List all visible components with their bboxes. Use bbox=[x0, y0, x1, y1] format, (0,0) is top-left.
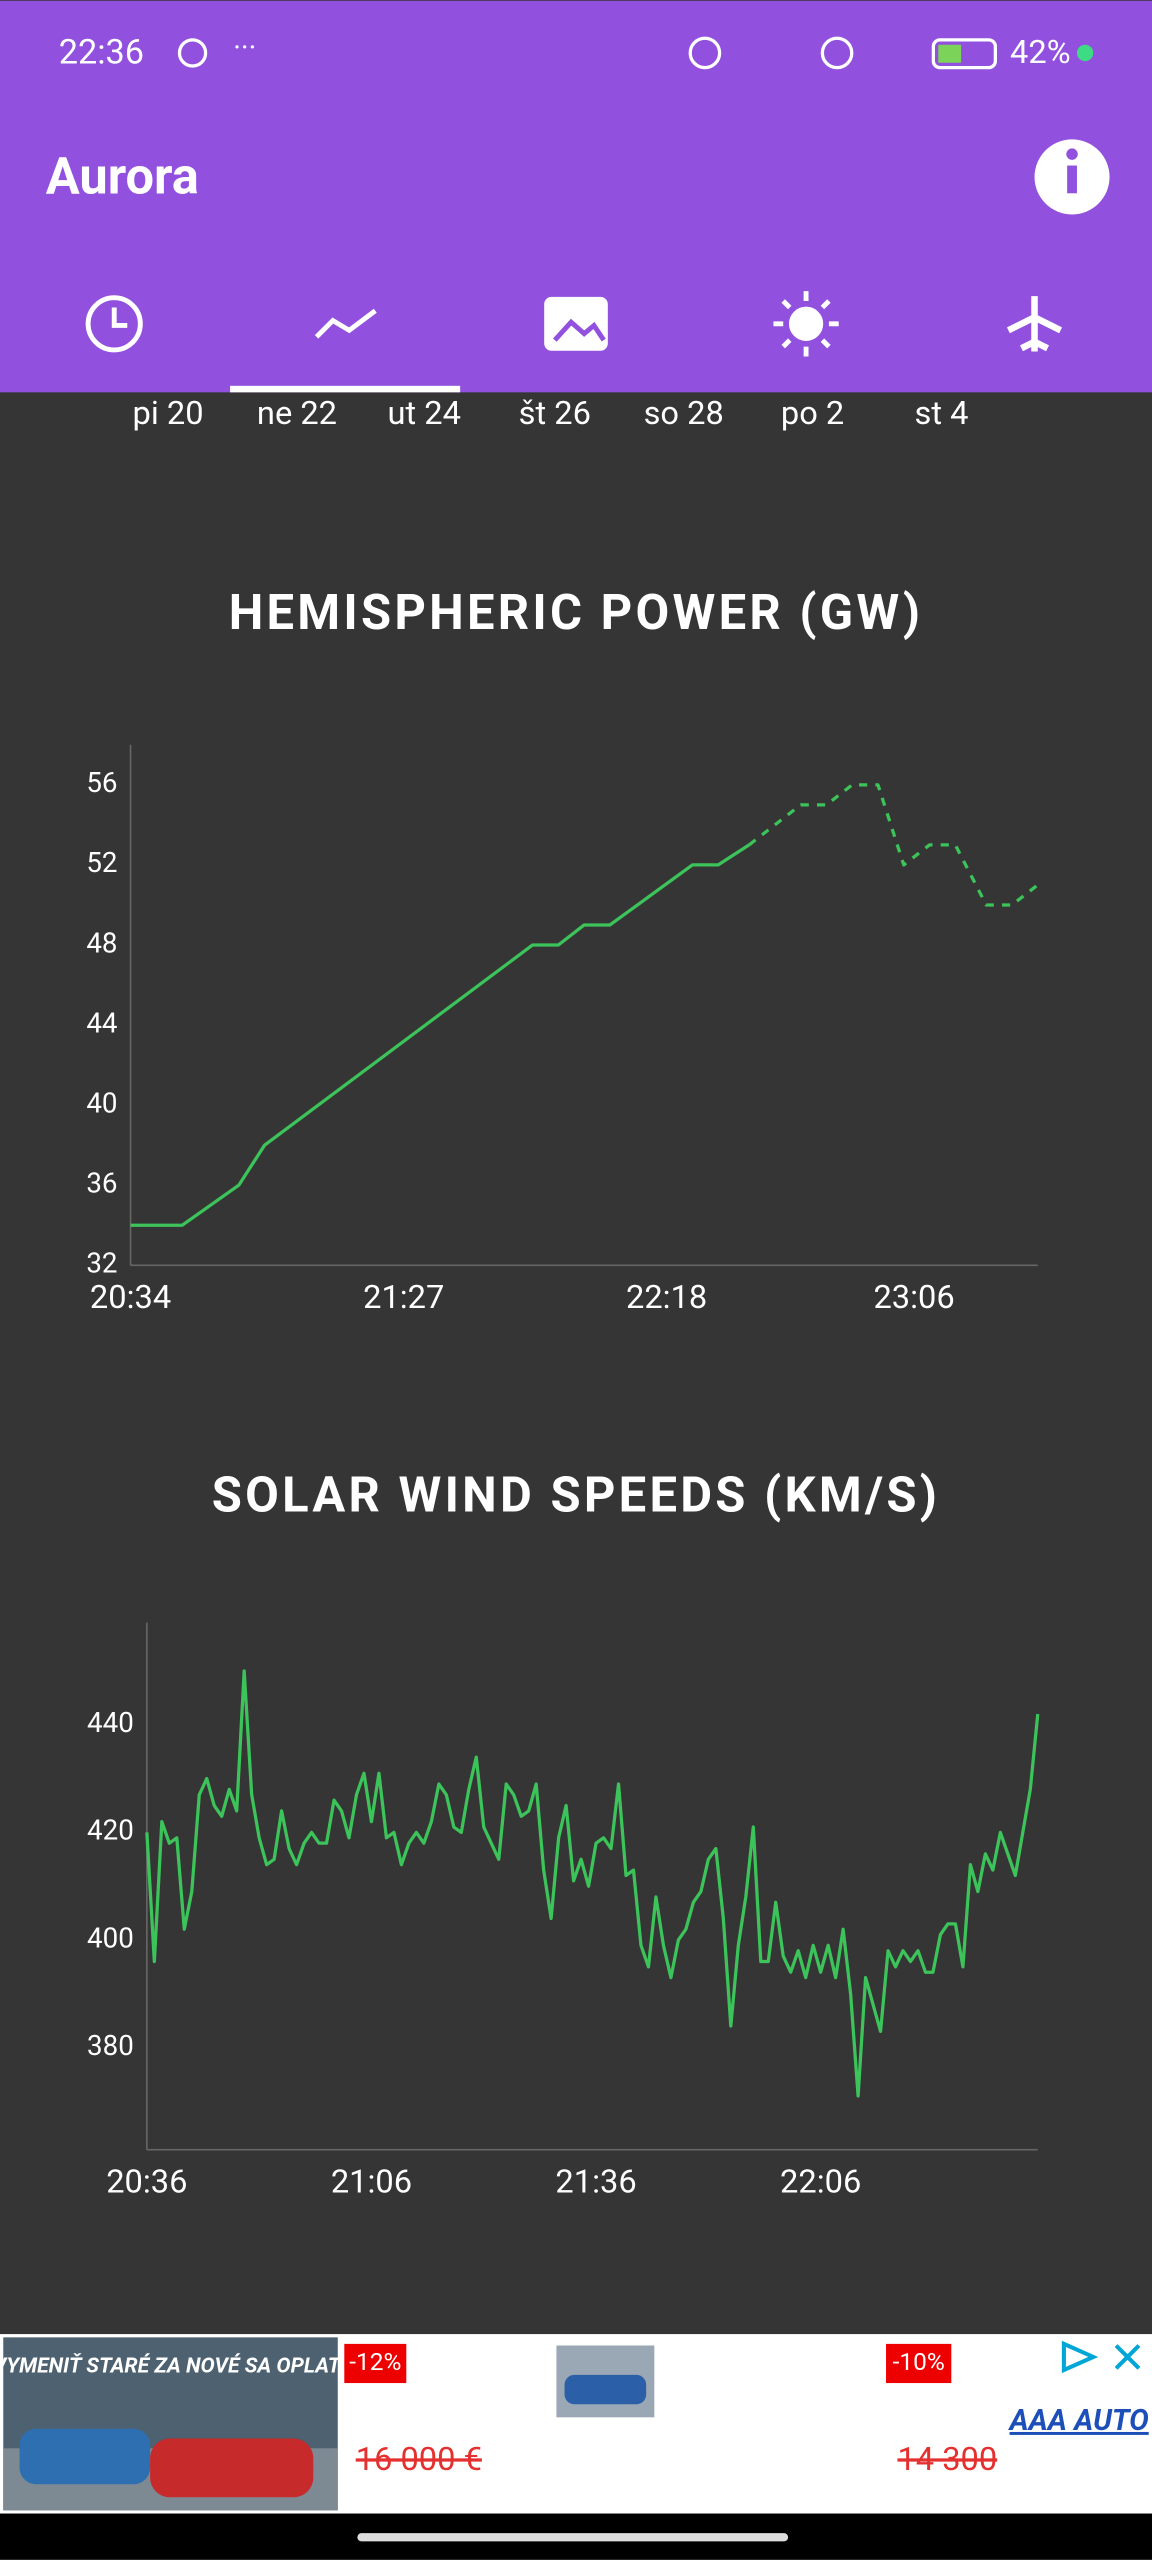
x-tick-label: 21:06 bbox=[331, 2163, 412, 2201]
ad-price: 14 300 bbox=[897, 2440, 997, 2478]
tab-history[interactable] bbox=[85, 295, 143, 353]
y-tick-label: 48 bbox=[86, 926, 117, 959]
ad-close[interactable] bbox=[1114, 2344, 1141, 2370]
ad-brand: AAA AUTO bbox=[1008, 2404, 1150, 2438]
info-button[interactable] bbox=[1034, 139, 1110, 215]
y-tick-label: 440 bbox=[87, 1706, 134, 1739]
ad-headline: VYMENIŤ STARÉ ZA NOVÉ SA OPLATÍ bbox=[0, 2352, 350, 2378]
y-tick-label: 40 bbox=[86, 1086, 117, 1119]
chart-title: SOLAR WIND SPEEDS (KM/S) bbox=[212, 1467, 941, 1524]
date-strip: pi 20 ne 22 ut 24 št 26 so 28 po 2 st 4 bbox=[133, 394, 969, 432]
date-label: po 2 bbox=[781, 394, 844, 432]
chart-title: HEMISPHERIC POWER (GW) bbox=[229, 584, 924, 641]
date-label: ne 22 bbox=[257, 394, 337, 432]
tab-graphs[interactable] bbox=[314, 308, 377, 339]
date-label: so 28 bbox=[644, 394, 724, 432]
data-line bbox=[145, 1669, 1040, 2098]
x-tick-label: 23:06 bbox=[873, 1278, 954, 1316]
y-tick-label: 32 bbox=[86, 1247, 117, 1280]
x-tick-label: 22:18 bbox=[626, 1278, 707, 1316]
ad-price: 16 000 € bbox=[356, 2440, 482, 2478]
date-label: št 26 bbox=[519, 394, 591, 432]
dot bbox=[1076, 44, 1094, 62]
tab-flights[interactable] bbox=[1006, 296, 1063, 352]
date-label: ut 24 bbox=[388, 394, 461, 432]
app-title: Aurora bbox=[46, 148, 199, 207]
battery-level bbox=[938, 44, 962, 63]
x-tick-label: 22:06 bbox=[780, 2163, 861, 2201]
discount-badge bbox=[344, 2343, 407, 2384]
charts: HEMISPHERIC POWER (GW) 32 36 40 44 48 52 56 20:3… bbox=[86, 584, 1040, 2201]
battery-percent: 42% bbox=[1010, 33, 1071, 71]
y-tick-label: 380 bbox=[87, 2029, 134, 2062]
data-line bbox=[130, 843, 750, 1227]
ad-banner[interactable]: VYMENIŤ STARÉ ZA NOVÉ SA OPLATÍ -12% 16 … bbox=[0, 2334, 1152, 2514]
tab-icons bbox=[85, 291, 1063, 357]
y-tick-label: 400 bbox=[87, 1921, 134, 1954]
tab-sun[interactable] bbox=[773, 291, 839, 357]
y-tick-label: 44 bbox=[86, 1006, 117, 1039]
adchoices-icon[interactable] bbox=[1061, 2340, 1099, 2374]
data-line bbox=[748, 783, 1039, 907]
ad-discount: -10% bbox=[893, 2347, 945, 2376]
home-indicator[interactable] bbox=[357, 2533, 789, 2542]
tab-images[interactable] bbox=[544, 296, 608, 351]
whatsapp-icon bbox=[177, 38, 208, 68]
tab-indicator bbox=[230, 385, 461, 393]
y-tick-label: 420 bbox=[87, 1814, 134, 1847]
x-tick-label: 20:34 bbox=[90, 1278, 171, 1316]
ad-discount: -12% bbox=[349, 2347, 401, 2376]
status-time: 22:36 bbox=[59, 33, 144, 73]
ad-car bbox=[564, 2374, 647, 2405]
status-icons bbox=[688, 36, 997, 70]
more-notifications: ··· bbox=[233, 31, 256, 65]
y-tick-label: 56 bbox=[86, 766, 117, 799]
x-tick-label: 21:27 bbox=[363, 1278, 444, 1316]
x-tick-label: 20:36 bbox=[106, 2163, 187, 2201]
discount-badge bbox=[886, 2343, 952, 2384]
date-label: st 4 bbox=[915, 394, 969, 432]
y-tick-label: 52 bbox=[86, 846, 117, 879]
date-label: pi 20 bbox=[133, 394, 204, 432]
x-tick-label: 21:36 bbox=[555, 2163, 636, 2201]
y-tick-label: 36 bbox=[86, 1167, 117, 1200]
